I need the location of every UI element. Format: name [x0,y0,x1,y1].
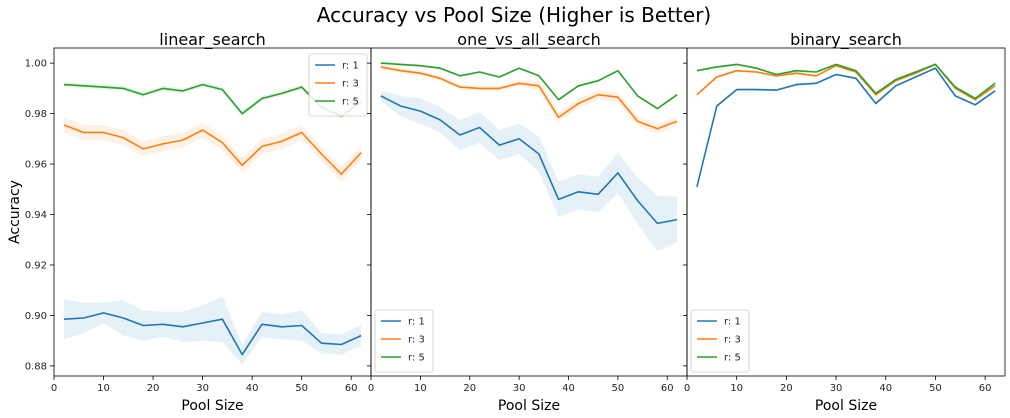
x-axis-label: Pool Size [498,398,560,414]
y-tick-label: 0.92 [25,260,47,271]
x-tick-label: 50 [929,383,942,394]
y-axis-label: Accuracy [7,180,23,244]
legend: r: 1 r: 3 r: 5 [691,310,749,372]
series-line-r1 [697,68,995,187]
x-tick-label: 30 [196,383,209,394]
legend-label: r: 5 [408,353,425,364]
x-tick-label: 60 [661,383,674,394]
x-tick-label: 50 [295,383,308,394]
y-tick-label: 0.88 [25,361,47,372]
x-tick-label: 0 [368,383,374,394]
legend-label: r: 1 [342,61,359,72]
legend-label: r: 3 [408,335,425,346]
x-tick-label: 0 [51,383,57,394]
x-tick-label: 20 [147,383,160,394]
y-tick-label: 1.00 [25,59,47,70]
x-tick-label: 60 [979,383,992,394]
x-tick-label: 30 [830,383,843,394]
legend-label: r: 3 [342,79,359,90]
x-tick-label: 40 [246,383,259,394]
legend-label: r: 1 [724,317,741,328]
legend: r: 1 r: 3 r: 5 [375,310,433,372]
y-tick-label: 0.94 [25,210,47,221]
confidence-band-r1 [64,297,361,365]
suptitle: Accuracy vs Pool Size (Higher is Better) [317,3,711,27]
x-tick-label: 20 [463,383,476,394]
x-tick-label: 30 [513,383,526,394]
legend-label: r: 5 [342,97,359,108]
x-axis-label: Pool Size [181,398,243,414]
legend-label: r: 5 [724,353,741,364]
x-tick-label: 0 [684,383,690,394]
panel-one_vs_all_search: one_vs_all_search Pool Size 0 10 20 30 40 50 60 r… [367,30,687,414]
panel-title: one_vs_all_search [457,30,600,50]
panel-title: linear_search [159,30,265,50]
y-tick-label: 0.90 [25,311,47,322]
legend: r: 1 r: 3 r: 5 [309,54,367,116]
x-tick-label: 10 [414,383,427,394]
y-tick-label: 0.96 [25,160,47,171]
x-axis-label: Pool Size [815,398,877,414]
x-tick-label: 50 [612,383,625,394]
legend-label: r: 3 [724,335,741,346]
x-tick-label: 10 [97,383,110,394]
x-tick-label: 40 [879,383,892,394]
legend-label: r: 1 [408,317,425,328]
x-tick-label: 10 [730,383,743,394]
x-tick-label: 20 [780,383,793,394]
x-tick-label: 60 [345,383,358,394]
y-tick-label: 0.98 [25,109,47,120]
confidence-band-r1 [697,67,995,188]
panel-linear_search: linear_search Pool Size 0 10 20 30 40 50 60 0.88 0… [25,30,371,414]
x-tick-label: 40 [562,383,575,394]
panel-title: binary_search [790,30,902,50]
